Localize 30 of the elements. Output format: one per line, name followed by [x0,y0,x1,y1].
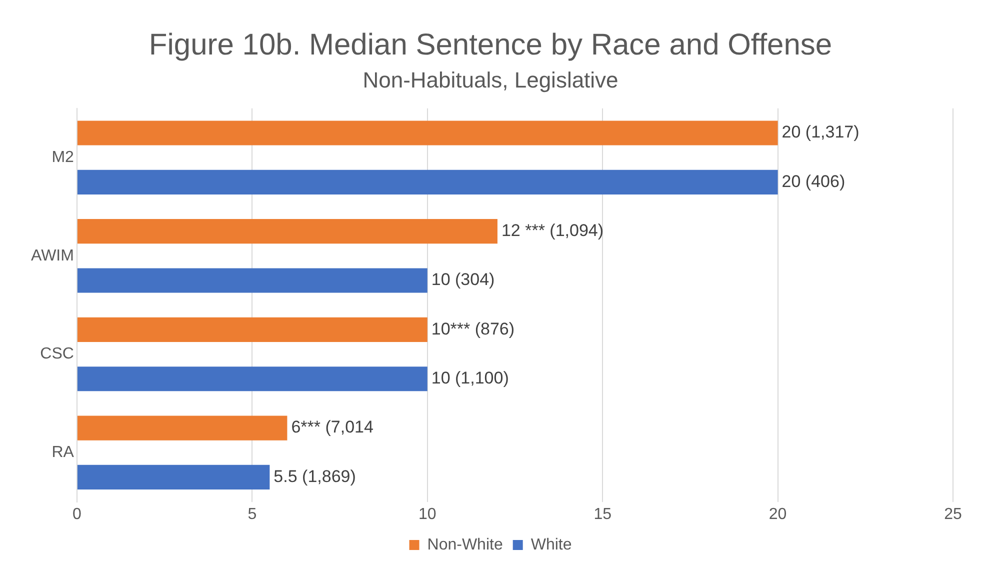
data-label: 10 (304) [431,270,495,290]
legend-label: White [530,536,572,554]
data-label: 6*** (7,014 [291,418,374,437]
data-label: 20 (406) [782,172,846,191]
x-tick-label: 20 [768,506,787,523]
bar [77,268,428,293]
bar [77,170,778,194]
x-tick-label: 15 [594,506,612,523]
chart-title: Figure 10b. Median Sentence by Race and Offense [148,28,832,62]
chart-subtitle: Non-Habituals, Legislative [362,67,618,92]
bar [77,366,428,392]
legend-label: Non-White [427,536,503,554]
bar [77,464,270,490]
bar [77,416,288,440]
y-tick-label: RA [52,444,74,462]
data-label: 12 *** (1,094) [501,221,604,240]
x-tick-label: 25 [944,506,962,523]
y-tick-label: CSC [40,346,74,363]
bar [77,317,428,342]
bar [77,120,778,146]
x-tick-label: 0 [72,506,82,523]
x-tick-label: 5 [248,506,257,523]
bar [77,219,498,244]
data-label: 10 (1,100) [431,368,509,388]
data-label: 10*** (876) [431,319,515,338]
y-tick-label: AWIM [31,247,74,264]
data-label: 5.5 (1,869) [274,466,356,486]
y-tick-label: M2 [52,148,74,166]
data-label: 20 (1,317) [782,122,860,142]
x-tick-label: 10 [418,506,436,523]
